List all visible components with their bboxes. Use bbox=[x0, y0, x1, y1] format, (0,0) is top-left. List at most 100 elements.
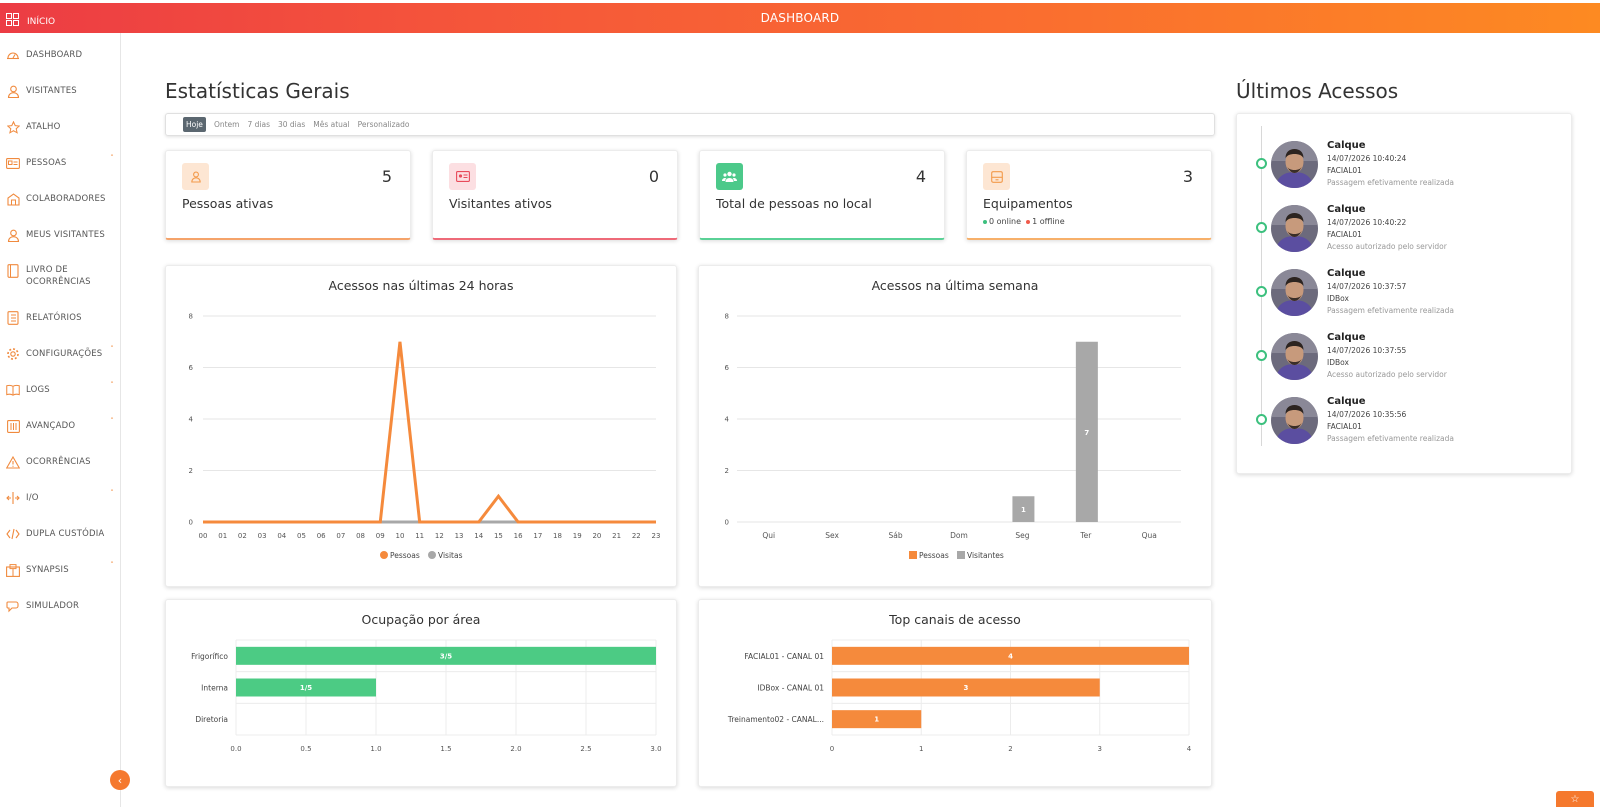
x-tick-label: 23 bbox=[652, 532, 661, 540]
filter-2[interactable]: 7 dias bbox=[247, 120, 270, 129]
x-tick-label: 2.5 bbox=[580, 745, 591, 753]
access-entry[interactable]: Calque 14/07/2026 10:40:24 FACIAL01 Passage… bbox=[1237, 138, 1567, 198]
chart-title: Acessos nas últimas 24 horas bbox=[328, 278, 514, 293]
sidebar-item-label: COLABORADORES bbox=[26, 194, 106, 204]
avatar bbox=[1271, 333, 1318, 380]
y-tick-label: 6 bbox=[725, 364, 730, 372]
group-icon bbox=[716, 163, 743, 190]
sidebar-item-atalho[interactable]: ATALHO bbox=[6, 120, 114, 134]
x-tick-label: 22 bbox=[632, 532, 641, 540]
x-tick-label: 0.0 bbox=[230, 745, 241, 753]
x-tick-label: 16 bbox=[514, 532, 523, 540]
stat-value: 4 bbox=[915, 167, 926, 186]
filter-3[interactable]: 30 dias bbox=[277, 120, 306, 129]
chevron-icon: ˄ bbox=[110, 345, 114, 353]
stat-label: Total de pessoas no local bbox=[716, 196, 872, 211]
access-message: Passagem efetivamente realizada bbox=[1327, 306, 1454, 315]
filter-5[interactable]: Personalizado bbox=[357, 120, 410, 129]
cloud-icon bbox=[6, 48, 20, 62]
period-filter-bar: Hoje Ontem 7 dias 30 dias Mês atual Personali… bbox=[165, 113, 1215, 136]
y-tick-label: 0 bbox=[189, 519, 193, 527]
sidebar-item-logs[interactable]: LOGS ˄ bbox=[6, 381, 114, 397]
stat-label: Pessoas ativas bbox=[182, 196, 274, 211]
legend-label: Pessoas bbox=[390, 551, 420, 560]
sidebar-item-label: ATALHO bbox=[26, 122, 61, 132]
sidebar-item-visitantes[interactable]: VISITANTES bbox=[6, 84, 114, 98]
x-tick-label: Dom bbox=[950, 531, 968, 540]
x-tick-label: 06 bbox=[317, 532, 326, 540]
access-entry[interactable]: Calque 14/07/2026 10:40:22 FACIAL01 Acesso … bbox=[1237, 202, 1567, 262]
sidebar-item-label: VISITANTES bbox=[26, 86, 77, 96]
x-tick-label: 2.0 bbox=[510, 745, 521, 753]
access-time: 14/07/2026 10:35:56 bbox=[1327, 410, 1407, 419]
y-tick-label: 4 bbox=[189, 416, 194, 424]
access-entry[interactable]: Calque 14/07/2026 10:37:57 IDBox Passagem e… bbox=[1237, 266, 1567, 326]
access-entry[interactable]: Calque 14/07/2026 10:35:56 FACIAL01 Passage… bbox=[1237, 394, 1567, 454]
sidebar-item-dashboard[interactable]: DASHBOARD bbox=[6, 48, 114, 62]
bar-value-label: 1/5 bbox=[300, 684, 312, 692]
legend-marker bbox=[428, 551, 436, 559]
x-tick-label: Qui bbox=[762, 531, 775, 540]
series-line-pessoas bbox=[203, 341, 656, 524]
x-tick-label: 00 bbox=[199, 532, 208, 540]
access-time: 14/07/2026 10:40:24 bbox=[1327, 154, 1407, 163]
filter-1[interactable]: Ontem bbox=[213, 120, 240, 129]
offline-dot bbox=[1026, 219, 1031, 224]
sidebar-item-i-o[interactable]: I/O ˄ bbox=[6, 489, 114, 505]
access-message: Passagem efetivamente realizada bbox=[1327, 178, 1454, 187]
x-tick-label: Sáb bbox=[889, 531, 903, 540]
access-message: Passagem efetivamente realizada bbox=[1327, 434, 1454, 443]
stat-value: 0 bbox=[648, 167, 659, 186]
sidebar-item-colaboradores[interactable]: COLABORADORES bbox=[6, 192, 114, 206]
stat-card-active-people: 5 Pessoas ativas bbox=[165, 150, 411, 240]
page-title: DASHBOARD bbox=[760, 11, 840, 25]
x-tick-label: 01 bbox=[218, 532, 227, 540]
y-tick-label: IDBox - CANAL 01 bbox=[757, 684, 824, 693]
x-tick-label: Seg bbox=[1015, 531, 1029, 540]
sidebar-item-configurações[interactable]: CONFIGURAÇÕES ˄ bbox=[6, 345, 114, 361]
bar-value-label: 4 bbox=[1008, 652, 1013, 660]
access-time: 14/07/2026 10:37:55 bbox=[1327, 346, 1407, 355]
x-tick-label: 12 bbox=[435, 532, 444, 540]
access-message: Acesso autorizado pelo servidor bbox=[1327, 370, 1447, 379]
timeline-dot bbox=[1256, 350, 1267, 361]
sidebar-item-synapsis[interactable]: SYNAPSIS ˄ bbox=[6, 561, 114, 577]
bar-value-label: 1 bbox=[1021, 506, 1026, 514]
recent-access-title: Últimos Acessos bbox=[1236, 79, 1399, 103]
x-tick-label: 10 bbox=[395, 532, 404, 540]
x-tick-label: Qua bbox=[1142, 531, 1157, 540]
sidebar-item-label: RELATÓRIOS bbox=[26, 313, 82, 323]
access-device: FACIAL01 bbox=[1327, 230, 1362, 239]
filter-0[interactable]: Hoje bbox=[183, 117, 206, 132]
y-tick-label: 2 bbox=[725, 467, 729, 475]
home-link[interactable]: INÍCIO bbox=[6, 11, 55, 27]
sidebar-item-meus-visitantes[interactable]: MEUS VISITANTES bbox=[6, 228, 114, 242]
sidebar-item-livro-de-ocorrências[interactable]: LIVRO DE OCORRÊNCIAS bbox=[6, 264, 114, 288]
avatar bbox=[1271, 141, 1318, 188]
sidebar-item-label: SIMULADOR bbox=[26, 601, 80, 611]
person-name: Calque bbox=[1327, 396, 1366, 407]
timeline-dot bbox=[1256, 286, 1267, 297]
sidebar-item-avançado[interactable]: AVANÇADO ˄ bbox=[6, 417, 114, 433]
simulator-icon bbox=[6, 599, 20, 613]
x-tick-label: 08 bbox=[356, 532, 365, 540]
sidebar-item-simulador[interactable]: SIMULADOR bbox=[6, 599, 114, 613]
person-name: Calque bbox=[1327, 204, 1366, 215]
x-tick-label: 19 bbox=[573, 532, 582, 540]
y-tick-label: 8 bbox=[189, 313, 193, 321]
x-tick-label: 18 bbox=[553, 532, 562, 540]
filter-4[interactable]: Mês atual bbox=[313, 120, 350, 129]
favorite-button[interactable]: ☆ bbox=[1556, 791, 1594, 807]
sidebar-item-label: OCORRÊNCIAS bbox=[26, 457, 91, 467]
collapse-sidebar-button[interactable]: ‹ bbox=[110, 770, 130, 790]
x-tick-label: 0.5 bbox=[300, 745, 311, 753]
sidebar-item-relatórios[interactable]: RELATÓRIOS bbox=[6, 311, 114, 325]
y-tick-label: FACIAL01 - CANAL 01 bbox=[744, 652, 824, 661]
y-tick-label: 2 bbox=[189, 467, 193, 475]
stats-title: Estatísticas Gerais bbox=[165, 79, 350, 103]
sidebar-item-dupla-custódia[interactable]: DUPLA CUSTÓDIA bbox=[6, 527, 114, 541]
sidebar-item-ocorrências[interactable]: OCORRÊNCIAS bbox=[6, 455, 114, 469]
sidebar-item-pessoas[interactable]: PESSOAS ˄ bbox=[6, 154, 114, 170]
access-entry[interactable]: Calque 14/07/2026 10:37:55 IDBox Acesso aut… bbox=[1237, 330, 1567, 390]
person-icon bbox=[182, 163, 209, 190]
